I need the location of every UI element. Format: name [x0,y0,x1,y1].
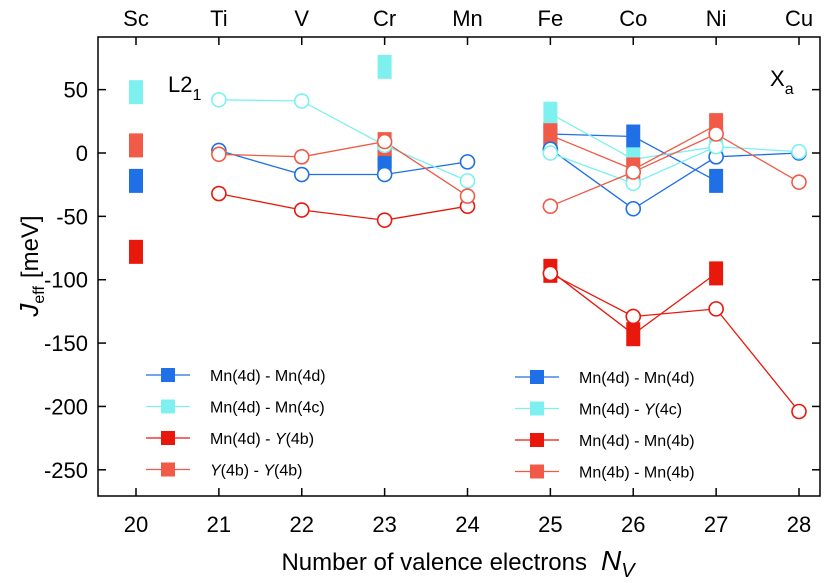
legend-left-item-marker [161,462,175,477]
data-point-circle [293,202,310,218]
x-tick-label: 21 [207,512,231,537]
data-point-circle [376,166,393,183]
data-point-circle [459,173,476,189]
x-tick-label: 27 [704,512,728,537]
element-label: Mn [452,6,483,31]
data-point-square [543,101,558,126]
data-point-circle [542,198,559,215]
data-point-circle [293,149,310,165]
data-point-circle [293,93,310,109]
series-line [218,192,468,221]
data-point-square [709,261,724,286]
data-point-square [129,168,143,193]
y-tick-label: -250 [44,458,88,483]
legend-right-item-marker [530,464,544,479]
series-line [218,140,468,197]
series-line [550,146,800,185]
element-label: Sc [123,6,149,31]
data-point-circle [542,265,559,282]
data-point-square [626,124,641,149]
element-label: Cr [373,6,396,31]
data-point-circle [625,200,642,217]
y-tick-label: -150 [44,331,88,356]
data-point-circle [211,146,227,163]
legend-right-item-label: Mn(4b) - Mn(4b) [579,465,695,482]
legend-right-item-marker [530,401,544,416]
data-point-circle [708,301,724,317]
y-tick-label: 0 [76,141,88,166]
element-label: Co [619,6,647,31]
element-label: V [294,6,309,31]
axis-ticks [98,37,820,496]
axis-labels: 20 21 22 23 24 25 26 27 28 50 0 -50 -100 -150 -200 -250… [44,6,813,537]
x-tick-label: 22 [290,512,314,537]
legend-right-item-marker [530,370,544,384]
data-point-square [709,168,724,193]
data-point-circle [211,91,227,108]
data-point-circle [625,164,642,180]
y-axis-title: Jeff[meV] [14,215,48,317]
series-line [218,99,468,182]
element-label: Cu [785,6,813,31]
data-point-circle [211,185,227,202]
series-layer [129,54,807,420]
data-point-circle [791,174,807,190]
series-line [550,133,800,207]
plot-frame [97,36,821,497]
data-point-circle [459,154,476,170]
y-tick-label: -100 [44,268,88,293]
data-point-circle [625,308,642,325]
legend-right-item-label: Mn(4d) - Y(4c) [579,402,682,419]
x-tick-label: 25 [538,512,562,537]
data-point-square [129,239,143,264]
legend-right-item-label: Mn(4d) - Mn(4d) [579,370,695,387]
series-line [550,272,800,412]
x-tick-label: 28 [787,512,811,537]
data-point-square [129,133,143,158]
data-point-square [377,54,392,79]
legend-right-item-marker [530,433,544,447]
data-point-circle [376,133,393,150]
x-tick-label: 26 [621,512,645,537]
x-tick-label: 23 [372,512,396,537]
element-label: Fe [538,6,564,31]
y-tick-label: 50 [64,78,88,103]
legend-left-item-marker [161,368,175,382]
y-tick-label: -200 [44,394,88,419]
data-point-circle [459,188,476,204]
legend-left-item-label: Mn(4d) - Mn(4c) [210,400,325,417]
data-point-square [543,123,558,148]
x-tick-label: 20 [124,512,148,537]
data-point-square [129,80,143,105]
y-tick-label: -50 [56,204,88,229]
legend-left-item-label: Mn(4d) - Mn(4d) [210,368,326,385]
series-line [550,148,800,210]
legend-left-item-label: Y(4b) - Y(4b) [210,463,302,480]
element-label: Ni [706,6,727,31]
data-point-circle [293,166,310,183]
legend: Mn(4d) - Mn(4d) Mn(4d) - Mn(4c) Mn(4d) - Y… [146,368,695,482]
x-tick-label: 24 [455,512,479,537]
data-point-circle [791,143,807,160]
data-point-circle [791,403,807,420]
legend-right-item-label: Mn(4d) - Mn(4b) [579,433,695,450]
panel-label-right: Xa [770,66,794,98]
legend-left-item-marker [161,399,175,414]
data-point-circle [542,145,559,161]
data-point-circle [376,212,393,228]
legend-left-item-label: Mn(4d) - Y(4b) [210,431,314,448]
x-axis-title: Number of valence electrons NV [281,545,636,582]
element-label: Ti [210,6,228,31]
data-point-circle [708,126,724,142]
panel-label-left: L21 [168,72,201,104]
data-point-square [626,322,641,347]
legend-left-item-marker [161,431,175,445]
